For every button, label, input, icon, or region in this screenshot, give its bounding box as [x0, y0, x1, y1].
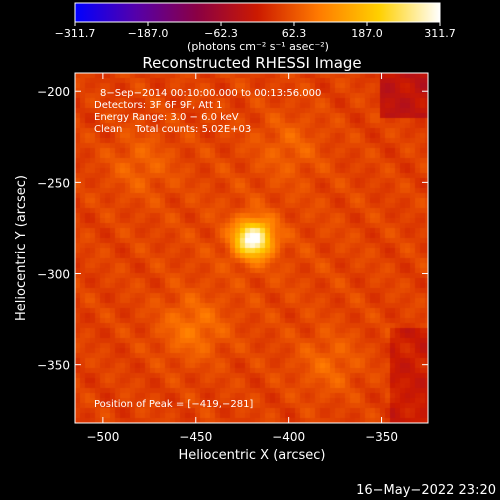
- annotation-clean-counts: Clean Total counts: 5.02E+03: [94, 124, 251, 135]
- y-tick-label: −200: [37, 85, 70, 99]
- peak-position-label: Position of Peak = [−419,−281]: [94, 399, 253, 410]
- annotation-energy-range: Energy Range: 3.0 − 6.0 keV: [94, 112, 239, 123]
- chart-title: Reconstructed RHESSI Image: [142, 54, 361, 72]
- colorbar-tick-label: −187.0: [128, 27, 169, 40]
- x-axis: −500 −450 −400 −350: [86, 73, 398, 444]
- y-axis-label: Heliocentric Y (arcsec): [14, 175, 29, 321]
- colorbar: [74, 2, 441, 23]
- plot-frame: [74, 72, 429, 424]
- x-tick-label: −450: [179, 430, 212, 444]
- footer-timestamp: 16−May−2022 23:20: [356, 483, 496, 498]
- y-tick-label: −350: [37, 359, 70, 373]
- x-axis-label: Heliocentric X (arcsec): [179, 448, 326, 463]
- heatmap-image: [75, 73, 428, 423]
- x-tick-label: −500: [86, 430, 119, 444]
- x-tick-label: −350: [365, 430, 398, 444]
- annotation-detectors: Detectors: 3F 6F 9F, Att 1: [94, 100, 222, 111]
- y-axis: −200 −250 −300 −350: [37, 85, 428, 373]
- colorbar-unit-label: (photons cm⁻² s⁻¹ asec⁻²): [187, 40, 329, 53]
- y-tick-label: −250: [37, 176, 70, 190]
- colorbar-tick-label: −62.3: [204, 27, 238, 40]
- colorbar-ticks: −311.7 −187.0 −62.3 62.3 187.0 311.7: [55, 22, 456, 40]
- x-tick-label: −400: [272, 430, 305, 444]
- colorbar-tick-label: 187.0: [351, 27, 383, 40]
- y-tick-label: −300: [37, 268, 70, 282]
- colorbar-tick-label: 62.3: [282, 27, 307, 40]
- colorbar-tick-label: 311.7: [424, 27, 456, 40]
- colorbar-tick-label: −311.7: [55, 27, 96, 40]
- annotation-time-range: 8−Sep−2014 00:10:00.000 to 00:13:56.000: [100, 88, 321, 99]
